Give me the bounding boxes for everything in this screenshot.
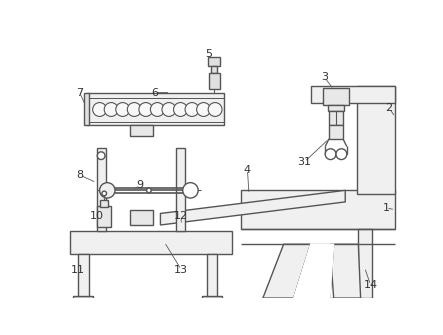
Circle shape (325, 149, 336, 159)
Circle shape (93, 103, 106, 117)
Circle shape (100, 183, 115, 198)
Bar (176, 148, 185, 231)
Circle shape (208, 103, 222, 117)
Text: 6: 6 (152, 87, 159, 97)
Circle shape (102, 191, 106, 196)
Bar (311, 86, 395, 103)
Bar (202, 296, 222, 298)
Text: 3: 3 (321, 72, 328, 82)
Circle shape (151, 103, 164, 117)
Text: 13: 13 (174, 265, 188, 275)
Circle shape (127, 103, 141, 117)
Bar (209, 73, 220, 89)
Text: 14: 14 (364, 280, 378, 290)
Polygon shape (160, 190, 345, 225)
Text: 11: 11 (71, 265, 85, 275)
Circle shape (336, 149, 347, 159)
Bar (357, 86, 395, 194)
Bar (329, 111, 343, 125)
Bar (327, 105, 345, 111)
Bar (241, 190, 395, 229)
Circle shape (116, 103, 130, 117)
Text: 1: 1 (383, 203, 389, 213)
Bar (206, 254, 218, 298)
Bar (329, 125, 343, 139)
Text: 7: 7 (76, 87, 83, 97)
Bar (101, 200, 108, 206)
Polygon shape (294, 244, 334, 298)
Bar (97, 148, 106, 231)
Circle shape (104, 103, 118, 117)
Circle shape (174, 103, 187, 117)
Bar (87, 92, 224, 125)
Circle shape (97, 152, 105, 159)
Bar (97, 206, 111, 227)
Bar (358, 229, 372, 298)
Circle shape (183, 183, 198, 198)
Circle shape (139, 103, 153, 117)
Bar (130, 125, 153, 136)
Bar (323, 88, 349, 105)
Text: 5: 5 (206, 49, 213, 59)
Bar (208, 57, 221, 66)
Bar (70, 231, 232, 254)
Circle shape (162, 103, 176, 117)
Text: 12: 12 (174, 211, 188, 221)
Circle shape (185, 103, 199, 117)
Polygon shape (263, 244, 311, 298)
Bar (84, 92, 89, 125)
Bar (130, 210, 153, 225)
Bar (74, 296, 93, 298)
Text: 8: 8 (76, 170, 83, 180)
Bar (78, 254, 89, 298)
Bar (211, 66, 218, 73)
Text: 10: 10 (89, 211, 104, 221)
Text: 31: 31 (297, 157, 311, 167)
Circle shape (197, 103, 210, 117)
Polygon shape (330, 244, 361, 298)
Text: 9: 9 (136, 180, 143, 190)
Text: 2: 2 (385, 103, 392, 113)
Circle shape (147, 188, 151, 193)
Text: 4: 4 (244, 164, 251, 175)
